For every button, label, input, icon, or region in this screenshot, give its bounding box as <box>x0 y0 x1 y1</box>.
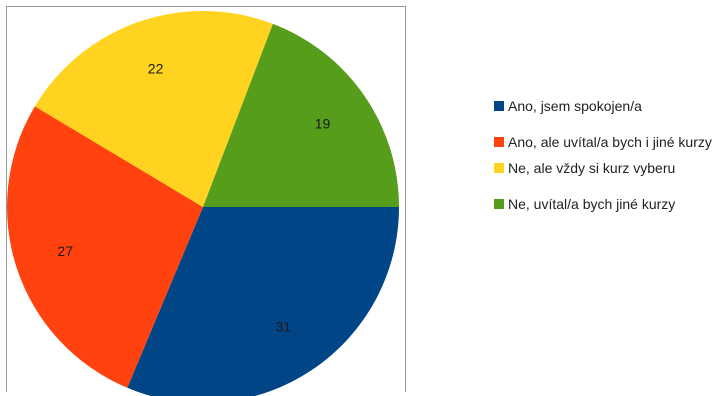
legend-label: Ano, jsem spokojen/a <box>508 98 642 114</box>
legend-label: Ne, uvítal/a bych jiné kurzy <box>508 196 676 212</box>
legend-item-ano-jine: Ano, ale uvítal/a bych i jiné kurzy <box>494 132 726 152</box>
data-label: 27 <box>57 243 73 259</box>
data-label: 31 <box>276 319 292 335</box>
legend-item-ano-spokojen: Ano, jsem spokojen/a <box>494 96 726 116</box>
pie-slice <box>127 207 399 396</box>
pie-slice <box>7 106 204 388</box>
legend: Ano, jsem spokojen/a Ano, ale uvítal/a b… <box>494 96 726 230</box>
plot-area <box>6 6 406 392</box>
legend-label: Ne, ale vždy si kurz vyberu <box>508 160 676 176</box>
legend-swatch <box>494 137 504 147</box>
pie-slice <box>34 11 273 208</box>
data-label: 22 <box>148 61 164 77</box>
legend-swatch <box>494 163 504 173</box>
legend-item-ne-jine: Ne, uvítal/a bych jiné kurzy <box>494 194 726 214</box>
data-label: 19 <box>315 116 331 132</box>
legend-label: Ano, ale uvítal/a bych i jiné kurzy <box>508 134 712 150</box>
pie-slice <box>203 23 399 207</box>
legend-swatch <box>494 199 504 209</box>
legend-swatch <box>494 101 504 111</box>
legend-item-ne-vyberu: Ne, ale vždy si kurz vyberu <box>494 158 726 178</box>
